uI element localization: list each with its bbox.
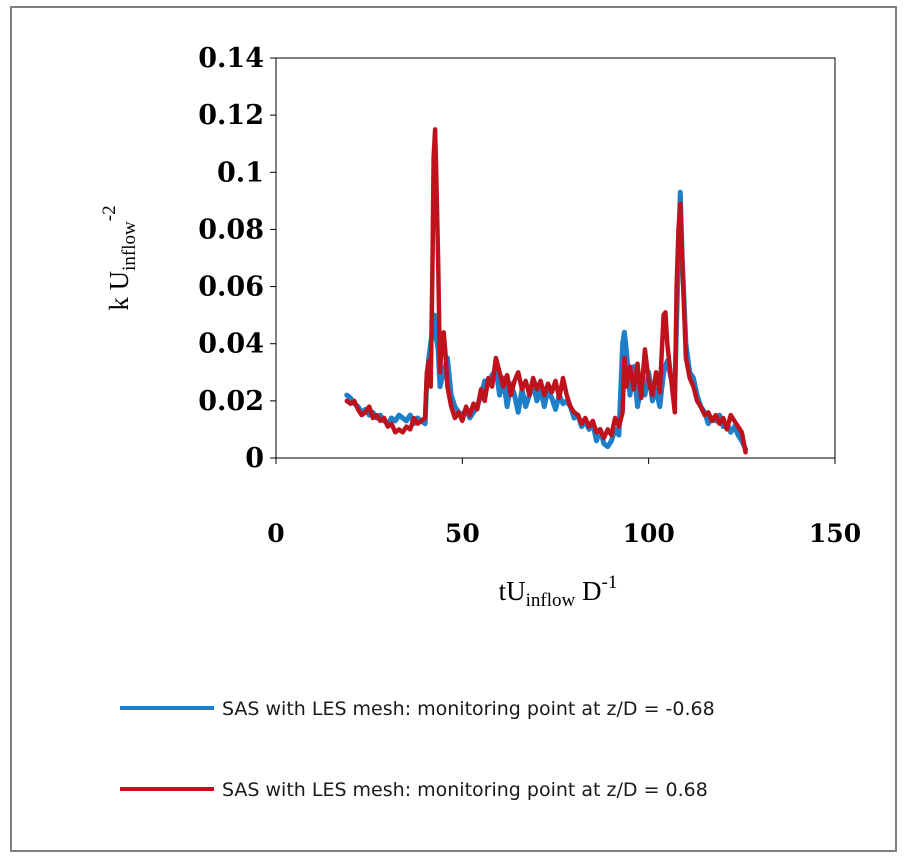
- y-tick-label: 0: [245, 443, 264, 474]
- y-tick-label: 0.06: [198, 272, 264, 303]
- legend-label-series-2: SAS with LES mesh: monitoring point at z…: [222, 779, 708, 801]
- x-axis-ticks: 0 50 100 150: [267, 458, 861, 548]
- x-axis-title-sub: inflow: [526, 590, 576, 611]
- x-tick-label: 0: [267, 519, 284, 548]
- series-line-2: [344, 127, 748, 455]
- x-axis-title-base: tU: [499, 576, 526, 606]
- legend-label-series-1: SAS with LES mesh: monitoring point at z…: [222, 698, 715, 720]
- y-tick-label: 0.12: [198, 100, 264, 131]
- x-tick-label: 50: [445, 519, 480, 548]
- x-axis-title-rest: D: [575, 576, 601, 606]
- chart-frame: [10, 6, 897, 852]
- x-axis-title-sup: -1: [602, 572, 618, 593]
- x-tick-label: 150: [809, 519, 861, 548]
- y-tick-label: 0.1: [217, 157, 264, 188]
- x-tick-label: 100: [623, 519, 675, 548]
- legend: SAS with LES mesh: monitoring point at z…: [120, 698, 715, 801]
- plot-area: [275, 57, 836, 459]
- y-tick-label: 0.14: [198, 43, 264, 74]
- x-axis-title: tUinflow D-1: [499, 572, 618, 611]
- y-axis-title: k Uinflow-2: [99, 205, 140, 310]
- y-axis-title-sub: inflow: [119, 221, 140, 271]
- y-tick-label: 0.08: [198, 214, 264, 245]
- y-axis-ticks: 0 0.02 0.04 0.06 0.08 0.1 0.12 0.14: [198, 43, 276, 474]
- y-tick-label: 0.04: [198, 329, 264, 360]
- y-axis-title-sup: -2: [99, 205, 120, 221]
- y-axis-title-base: k U: [104, 271, 134, 311]
- y-tick-label: 0.02: [198, 386, 264, 417]
- series-layer: [344, 127, 749, 455]
